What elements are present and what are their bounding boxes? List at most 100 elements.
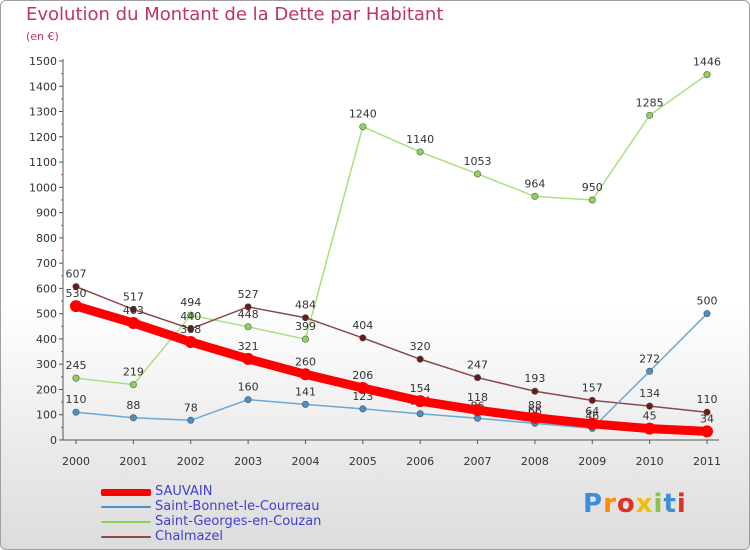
y-tick-label: 1400 — [29, 80, 57, 93]
data-label: 530 — [66, 287, 87, 300]
legend-label: Saint-Bonnet-le-Courreau — [155, 499, 320, 514]
data-label: 154 — [410, 382, 431, 395]
x-tick-label: 2005 — [349, 455, 377, 468]
data-label: 193 — [524, 372, 545, 385]
data-point — [531, 192, 539, 200]
data-label: 260 — [295, 355, 316, 368]
data-point — [129, 305, 137, 313]
data-label: 320 — [410, 340, 431, 353]
series-line — [75, 73, 708, 386]
data-point — [301, 335, 309, 343]
data-point — [72, 374, 80, 382]
data-label: 206 — [352, 369, 373, 382]
data-label: 64 — [585, 405, 599, 418]
y-tick-label: 1000 — [29, 181, 57, 194]
data-label: 1285 — [636, 96, 664, 109]
data-point — [301, 400, 309, 408]
data-label: 950 — [582, 181, 603, 194]
data-point — [242, 352, 255, 365]
x-tick-label: 2006 — [406, 455, 434, 468]
y-tick-label: 1300 — [29, 106, 57, 119]
data-point — [703, 71, 711, 79]
legend-swatch-saint-bonnet — [101, 506, 151, 508]
data-label: 247 — [467, 359, 488, 372]
data-point — [184, 335, 197, 348]
data-point — [72, 408, 80, 416]
x-tick-label: 2011 — [693, 455, 721, 468]
logo-letter: r — [603, 489, 617, 519]
data-label: 88 — [126, 399, 140, 412]
y-tick-label: 600 — [36, 282, 57, 295]
legend-label: Saint-Georges-en-Couzan — [155, 514, 322, 529]
data-label: 45 — [643, 410, 657, 423]
data-label: 78 — [184, 401, 198, 414]
data-label: 110 — [697, 393, 718, 406]
x-tick-label: 2001 — [119, 455, 147, 468]
data-point — [414, 395, 427, 408]
y-tick-label: 700 — [36, 257, 57, 270]
legend-swatch-saint-georges — [101, 521, 151, 523]
data-label: 118 — [467, 391, 488, 404]
data-point — [588, 396, 596, 404]
data-point — [129, 414, 137, 422]
logo-letter: x — [635, 489, 654, 519]
y-tick-label: 1100 — [29, 156, 57, 169]
data-point — [586, 417, 599, 430]
data-label: 964 — [524, 177, 545, 190]
data-label: 404 — [352, 319, 373, 332]
series-line — [75, 312, 708, 430]
data-point — [646, 111, 654, 119]
x-tick-label: 2000 — [62, 455, 90, 468]
data-point — [244, 323, 252, 331]
data-point — [127, 317, 140, 330]
data-point — [471, 404, 484, 417]
logo-letter: o — [616, 489, 636, 519]
data-point — [531, 387, 539, 395]
data-label: 494 — [180, 296, 201, 309]
legend-swatch-sauvain — [101, 489, 151, 496]
data-label: 1240 — [349, 108, 377, 121]
data-point — [244, 396, 252, 404]
data-label: 1053 — [464, 155, 492, 168]
logo-letter: t — [663, 489, 677, 519]
data-point — [643, 422, 656, 435]
data-label: 463 — [123, 304, 144, 317]
data-label: 388 — [180, 323, 201, 336]
data-label: 517 — [123, 290, 144, 303]
x-tick-label: 2010 — [636, 455, 664, 468]
data-point — [359, 123, 367, 131]
data-label: 219 — [123, 366, 144, 379]
data-point — [474, 170, 482, 178]
data-point — [301, 314, 309, 322]
data-point — [359, 405, 367, 413]
data-label: 34 — [700, 412, 714, 425]
data-label: 321 — [238, 340, 259, 353]
data-point — [646, 367, 654, 375]
legend-label: Chalmazel — [155, 529, 223, 544]
x-tick-label: 2002 — [177, 455, 205, 468]
x-tick-label: 2004 — [291, 455, 319, 468]
data-point — [416, 355, 424, 363]
y-tick-label: 500 — [36, 308, 57, 321]
data-point — [356, 381, 369, 394]
y-tick-label: 900 — [36, 207, 57, 220]
data-point — [187, 311, 195, 319]
data-label: 134 — [639, 387, 660, 400]
data-label: 110 — [66, 393, 87, 406]
data-point — [701, 425, 713, 438]
data-point — [474, 374, 482, 382]
x-tick-label: 2007 — [464, 455, 492, 468]
data-point — [588, 196, 596, 204]
data-label: 160 — [238, 381, 259, 394]
data-label: 157 — [582, 381, 603, 394]
data-point — [72, 283, 80, 291]
series-line — [75, 285, 708, 413]
data-label: 1446 — [693, 56, 721, 69]
data-point — [646, 402, 654, 410]
data-point — [703, 310, 711, 318]
data-label: 272 — [639, 352, 660, 365]
data-point — [244, 303, 252, 311]
chart-subtitle: (en €) — [26, 30, 59, 43]
logo-letter: i — [653, 489, 664, 519]
